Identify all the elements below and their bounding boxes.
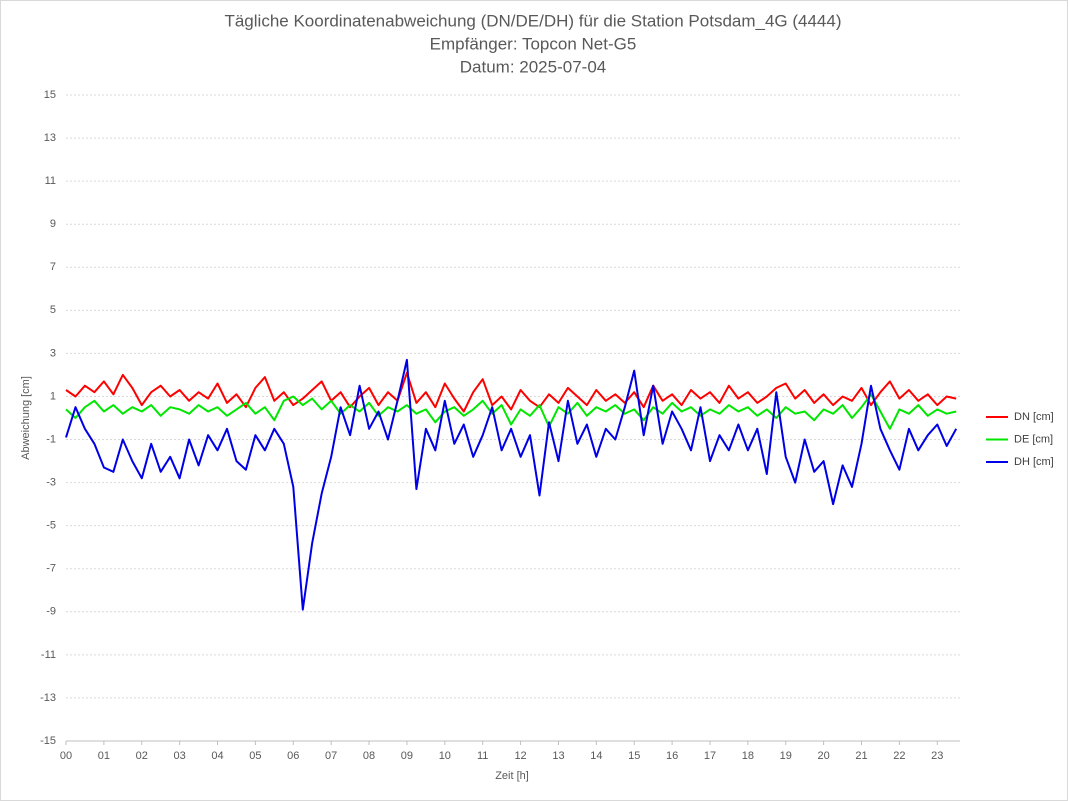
y-tick-label: -5: [46, 520, 56, 532]
legend-label: DN [cm]: [1014, 411, 1054, 423]
y-tick-label: -7: [46, 563, 56, 575]
x-tick-label: 20: [818, 750, 830, 762]
y-tick-label: 7: [50, 261, 56, 273]
y-tick-label: 1: [50, 390, 56, 402]
x-tick-label: 22: [893, 750, 905, 762]
y-tick-label: -9: [46, 606, 56, 618]
data-line: [65, 358, 958, 611]
legend-label: DE [cm]: [1014, 433, 1053, 445]
data-line: [65, 371, 957, 413]
chart-subtitle: Empfänger: Topcon Net-G5: [430, 34, 637, 53]
x-tick-label: 21: [855, 750, 867, 762]
x-tick-label: 09: [401, 750, 413, 762]
x-axis-label: Zeit [h]: [495, 770, 529, 782]
y-tick-label: -15: [40, 735, 56, 747]
y-tick-label: 15: [44, 89, 56, 101]
x-tick-label: 07: [325, 750, 337, 762]
x-tick-label: 15: [628, 750, 640, 762]
y-tick-label: 13: [44, 132, 56, 144]
y-tick-label: 11: [45, 175, 56, 187]
x-tick-label: 10: [439, 750, 451, 762]
x-tick-label: 02: [136, 750, 148, 762]
x-tick-label: 03: [174, 750, 186, 762]
x-tick-label: 05: [249, 750, 261, 762]
x-tick-label: 11: [477, 750, 488, 762]
x-tick-label: 17: [704, 750, 716, 762]
data-line: [65, 393, 957, 430]
x-tick-label: 08: [363, 750, 375, 762]
y-tick-label: 5: [50, 304, 56, 316]
y-tick-label: -13: [40, 692, 56, 704]
y-tick-label: -11: [41, 649, 56, 661]
x-tick-label: 01: [98, 750, 110, 762]
chart-date: Datum: 2025-07-04: [460, 57, 606, 76]
y-tick-label: 9: [50, 218, 56, 230]
y-axis-label: Abweichung [cm]: [20, 376, 32, 460]
chart-title: Tägliche Koordinatenabweichung (DN/DE/DH…: [224, 11, 841, 30]
x-tick-label: 18: [742, 750, 754, 762]
x-tick-label: 16: [666, 750, 678, 762]
x-tick-label: 00: [60, 750, 72, 762]
y-tick-label: 3: [50, 347, 56, 359]
x-tick-label: 14: [590, 750, 602, 762]
legend-label: DH [cm]: [1014, 456, 1054, 468]
x-tick-label: 13: [552, 750, 564, 762]
x-tick-label: 12: [514, 750, 526, 762]
x-tick-label: 19: [780, 750, 792, 762]
x-tick-label: 04: [211, 750, 223, 762]
y-tick-label: -3: [46, 477, 56, 489]
x-tick-label: 23: [931, 750, 943, 762]
x-tick-label: 06: [287, 750, 299, 762]
y-tick-label: -1: [46, 433, 56, 445]
